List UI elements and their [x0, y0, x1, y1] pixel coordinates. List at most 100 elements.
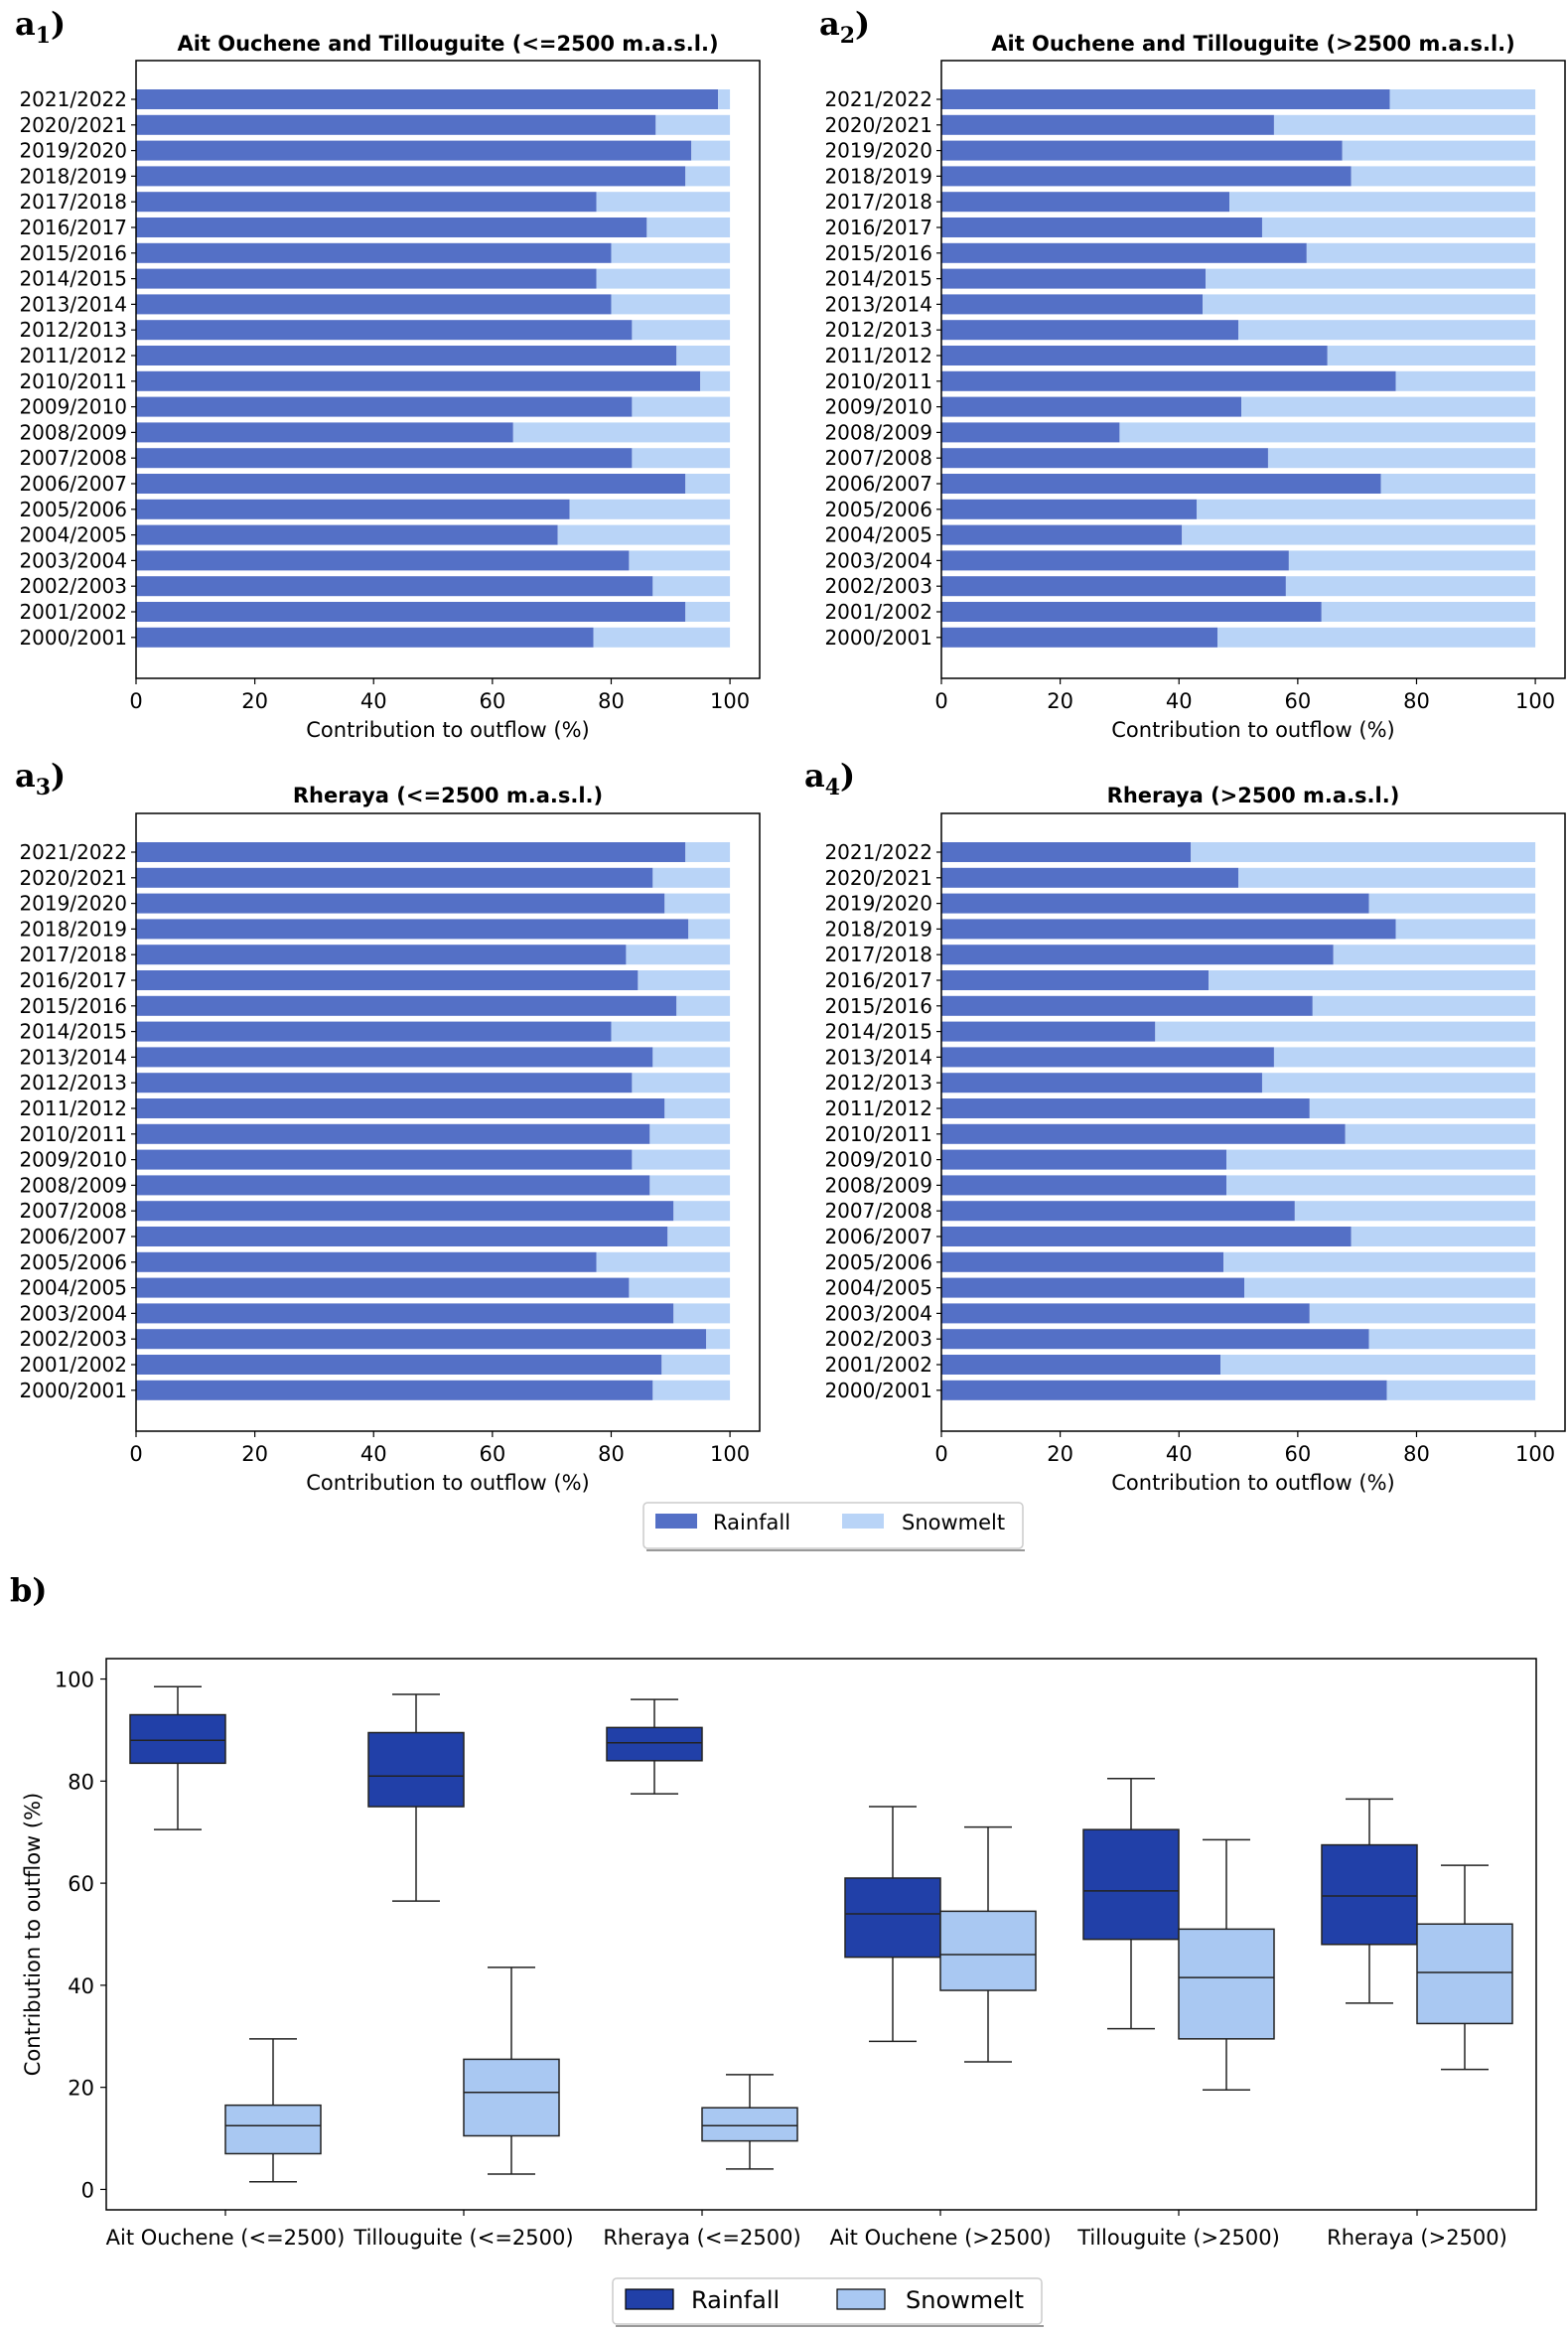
a2-ytick-label: 2004/2005	[824, 523, 932, 547]
a4-bar-rainfall	[941, 893, 1369, 914]
a2-ytick-label: 2007/2008	[824, 446, 932, 470]
a4-bar-snowmelt	[1386, 1380, 1536, 1400]
a3-bar-snowmelt	[652, 867, 731, 888]
a2-bar-rainfall	[941, 89, 1390, 109]
a3-bar-rainfall	[136, 1149, 633, 1170]
chart-b: 0 20 40 60 80 100 Contribution to outflow (%) A…	[21, 1658, 1537, 2250]
a4-ytick-label: 2014/2015	[824, 1020, 932, 1044]
a1-bar-rainfall	[136, 550, 630, 571]
a2-ytick-label: 2016/2017	[824, 216, 932, 239]
b-xtick-label: Rheraya (>2500)	[1327, 2226, 1507, 2250]
b-ylabel: Contribution to outflow (%)	[21, 1793, 45, 2076]
a1-bar-rainfall	[136, 602, 686, 622]
a4-bar-snowmelt	[1273, 1047, 1536, 1068]
a1-bar-rainfall	[136, 114, 656, 135]
a2-bar-rainfall	[941, 524, 1183, 545]
a1-ytick-label: 2001/2002	[19, 600, 127, 624]
a2-ytick-label: 2014/2015	[824, 267, 932, 291]
a3-bar-rainfall	[136, 1277, 630, 1298]
legend-a: Rainfall Snowmelt	[642, 1502, 1025, 1551]
a1-ytick-label: 2006/2007	[19, 472, 127, 496]
a4-bar-snowmelt	[1209, 970, 1536, 990]
a1-ytick-label: 2000/2001	[19, 626, 127, 650]
a2-bar-snowmelt	[1321, 602, 1536, 622]
a2-ytick-label: 2000/2001	[824, 626, 932, 650]
a1-bar-snowmelt	[632, 396, 731, 417]
a3-bar-snowmelt	[632, 1149, 731, 1170]
b-box-rainfall	[367, 1731, 465, 1808]
a1-axes-frame	[135, 60, 761, 679]
a1-bar-rainfall	[136, 268, 597, 289]
a1-bar-rainfall	[136, 576, 653, 597]
a1-bar-snowmelt	[685, 602, 731, 622]
legend-b: Rainfall Snowmelt	[612, 2277, 1044, 2327]
a4-ytick-label: 2015/2016	[824, 994, 932, 1018]
a2-ytick-label: 2009/2010	[824, 395, 932, 419]
a1-ytick-label: 2009/2010	[19, 395, 127, 419]
a4-bar-snowmelt	[1309, 1098, 1536, 1118]
a2-bar-rainfall	[941, 218, 1262, 237]
a2-ytick-label: 2017/2018	[824, 190, 932, 214]
a3-bar-rainfall	[136, 1355, 662, 1375]
a4-xtick-label: 40	[1166, 1442, 1193, 1466]
a2-ytick-label: 2005/2006	[824, 498, 932, 521]
a4-bar-rainfall	[941, 1380, 1387, 1400]
b-box-snowmelt	[701, 2107, 798, 2142]
a1-xtick-label: 0	[129, 689, 142, 713]
a1-bar-snowmelt	[632, 320, 731, 341]
b-xtick-label: Rheraya (<=2500)	[603, 2226, 800, 2250]
a3-ytick-label: 2013/2014	[19, 1045, 127, 1069]
a2-bar-rainfall	[941, 422, 1120, 443]
a4-bar-rainfall	[941, 1073, 1262, 1093]
a1-bar-snowmelt	[512, 422, 731, 443]
a2-bar-rainfall	[941, 627, 1218, 648]
a2-ytick-label: 2001/2002	[824, 600, 932, 624]
a3-ytick-label: 2021/2022	[19, 840, 127, 864]
a2-xtick-label: 80	[1403, 689, 1430, 713]
panel-label-a3: a3)	[15, 757, 66, 801]
a3-bar-snowmelt	[626, 945, 731, 965]
b-xtick-label: Tillouguite (<=2500)	[353, 2226, 573, 2250]
a1-bar-snowmelt	[569, 499, 731, 519]
legend-a-rainfall-label: Rainfall	[713, 1511, 790, 1534]
a4-bar-rainfall	[941, 867, 1239, 888]
a1-bar-snowmelt	[652, 576, 731, 597]
a4-bar-snowmelt	[1226, 1149, 1536, 1170]
a4-bar-rainfall	[941, 1329, 1369, 1350]
a2-bar-rainfall	[941, 268, 1207, 289]
a4-bar-snowmelt	[1191, 842, 1536, 862]
a1-ytick-label: 2010/2011	[19, 369, 127, 393]
a2-bar-rainfall	[941, 320, 1239, 341]
a3-ytick-label: 2011/2012	[19, 1096, 127, 1120]
b-box-snowmelt	[224, 2104, 322, 2155]
legend-a-snowmelt-swatch	[842, 1514, 884, 1529]
a2-bar-snowmelt	[1285, 576, 1536, 597]
a4-bar-snowmelt	[1220, 1355, 1536, 1375]
a1-bar-rainfall	[136, 422, 513, 443]
a2-ytick-label: 2006/2007	[824, 472, 932, 496]
a3-xtick-label: 0	[129, 1442, 142, 1466]
a3-ytick-label: 2016/2017	[19, 968, 127, 992]
panel-label-b: b)	[10, 1571, 48, 1609]
a2-title: Ait Ouchene and Tillouguite (>2500 m.a.s…	[991, 32, 1515, 56]
a2-bar-snowmelt	[1288, 550, 1536, 571]
a3-axes-frame	[135, 812, 761, 1432]
a2-bar-snowmelt	[1119, 422, 1536, 443]
a1-ytick-label: 2005/2006	[19, 498, 127, 521]
a2-bar-rainfall	[941, 474, 1381, 494]
a1-bar-snowmelt	[700, 370, 731, 391]
a4-bar-snowmelt	[1244, 1277, 1536, 1298]
a1-bar-rainfall	[136, 140, 692, 161]
a1-xtick-label: 80	[598, 689, 625, 713]
a3-ytick-label: 2009/2010	[19, 1148, 127, 1172]
panel-label-a2: a2)	[819, 5, 870, 49]
a1-bar-snowmelt	[632, 448, 731, 469]
a4-bar-rainfall	[941, 1047, 1274, 1068]
a2-ytick-label: 2018/2019	[824, 164, 932, 188]
a3-bar-rainfall	[136, 995, 677, 1016]
a4-bar-snowmelt	[1368, 893, 1536, 914]
b-xtick-label: Ait Ouchene (>2500)	[829, 2226, 1051, 2250]
a4-ytick-label: 2018/2019	[824, 917, 932, 941]
legend-b-rainfall-label: Rainfall	[691, 2286, 780, 2314]
a3-bar-snowmelt	[685, 842, 731, 862]
